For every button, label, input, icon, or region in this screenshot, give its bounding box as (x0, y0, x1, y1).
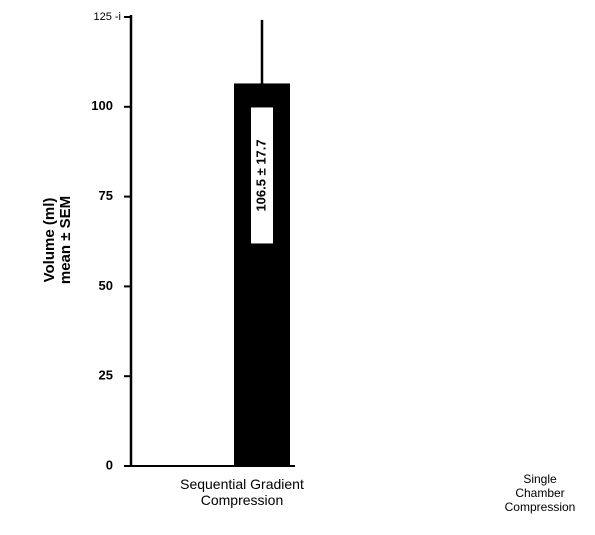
value-label: 106.5 ± 17.7 (253, 139, 268, 211)
y-tick-label: 100 (91, 98, 113, 113)
y-tick-label: 75 (99, 188, 113, 203)
y-axis-label: Volume (ml) (41, 198, 58, 283)
x-tick-label: Sequential Gradient Compression (180, 476, 304, 508)
y-tick-label: 25 (99, 368, 113, 383)
y-tick-label: 50 (99, 278, 113, 293)
value-label-box (251, 107, 273, 244)
y-tick-label: 0 (106, 457, 113, 472)
x-tick-label: Single Chamber Compression (504, 472, 576, 514)
y-tick-label: 125 -i (93, 11, 121, 23)
y-axis-label: mean ± SEM (57, 196, 74, 284)
